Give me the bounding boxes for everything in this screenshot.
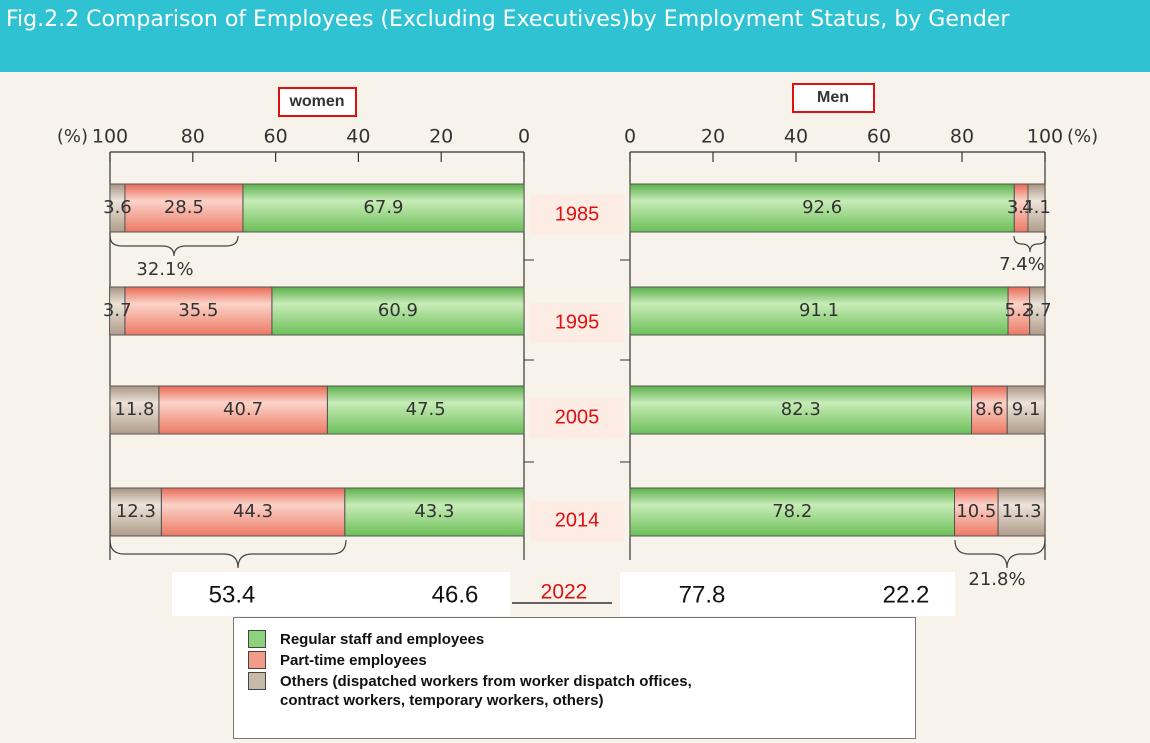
x-tick-label: 0 (624, 126, 636, 148)
x-tick-label: 40 (346, 126, 370, 148)
data-label: 3.7 (1023, 300, 1052, 321)
annotation: 32.1% (136, 259, 193, 280)
legend-swatch (248, 672, 266, 690)
bar-segment (109, 385, 160, 435)
bar-segment (124, 286, 273, 336)
row-box (172, 572, 510, 616)
legend-item: Part-time employees (248, 651, 915, 670)
label-box (792, 83, 875, 113)
panel-label: women (288, 93, 344, 110)
bar-segment (997, 487, 1046, 537)
extra-row-value: 22.2 (883, 581, 930, 608)
annotation: 7.4% (999, 254, 1045, 275)
bar-segment (1027, 183, 1046, 233)
bar-segment (954, 487, 999, 537)
legend-text: Regular staff and employees (280, 631, 485, 648)
data-label: 28.5 (164, 197, 204, 218)
data-label: 12.3 (116, 501, 156, 522)
axis-unit: (%) (57, 126, 88, 147)
data-label: 44.3 (233, 501, 273, 522)
bar-segment (1006, 385, 1046, 435)
data-label: 67.9 (363, 197, 403, 218)
panel-label: Men (817, 89, 849, 106)
year-box (530, 501, 624, 541)
x-tick-label: 20 (429, 126, 453, 148)
bar-segment (109, 286, 126, 336)
brace (109, 235, 239, 257)
data-label: 47.5 (406, 399, 446, 420)
x-tick-label: 20 (701, 126, 725, 148)
year-box (530, 195, 624, 235)
bar-segment (242, 183, 525, 233)
x-tick-label: 100 (1027, 126, 1063, 148)
year-box (530, 303, 624, 343)
year-box (530, 398, 624, 438)
x-tick-label: 100 (92, 126, 128, 148)
bar-segment (124, 183, 244, 233)
data-label: 5.2 (1005, 300, 1034, 321)
legend-item: Regular staff and employees (248, 630, 915, 649)
data-label: 3.7 (103, 300, 132, 321)
brace (954, 539, 1046, 569)
extra-row-value: 53.4 (209, 581, 256, 608)
data-label: 43.3 (414, 501, 454, 522)
header (0, 0, 1150, 72)
axis-unit: (%) (1067, 126, 1098, 147)
bar-segment (326, 385, 525, 435)
x-tick-label: 60 (264, 126, 288, 148)
bar-segment (629, 487, 956, 537)
title: Fig.2.2 Comparison of Employees (Excludi… (6, 7, 1010, 32)
x-tick-label: 80 (950, 126, 974, 148)
legend-item: Others (dispatched workers from worker d… (248, 672, 915, 710)
category-label: 1985 (555, 203, 600, 225)
data-label: 11.3 (1002, 501, 1042, 522)
annotation: 21.8% (968, 569, 1025, 590)
legend-swatch (248, 651, 266, 669)
data-label: 4.1 (1022, 197, 1051, 218)
data-label: 92.6 (802, 197, 842, 218)
bar-segment (158, 385, 328, 435)
brace (1013, 235, 1047, 253)
x-tick-label: 60 (867, 126, 891, 148)
data-label: 8.6 (975, 399, 1004, 420)
data-label: 91.1 (799, 300, 839, 321)
data-label: 78.2 (772, 501, 812, 522)
legend-text: Others (dispatched workers from worker d… (280, 673, 692, 709)
extra-row-value: 77.8 (679, 581, 726, 608)
extra-row-label: 2022 (541, 581, 588, 604)
bar-segment (629, 385, 973, 435)
bar-segment (109, 183, 126, 233)
legend: Regular staff and employees Part-time emp… (233, 617, 916, 739)
legend-swatch (248, 630, 266, 648)
bar-segment (344, 487, 525, 537)
data-label: 35.5 (178, 300, 218, 321)
bar-segment (109, 487, 162, 537)
data-label: 82.3 (781, 399, 821, 420)
data-label: 60.9 (378, 300, 418, 321)
bar-segment (1029, 286, 1046, 336)
data-label: 9.1 (1012, 399, 1041, 420)
bar-segment (160, 487, 346, 537)
extra-row-value: 46.6 (432, 581, 479, 608)
label-box (278, 87, 357, 117)
data-label: 40.7 (223, 399, 263, 420)
legend-text: Part-time employees (280, 652, 427, 669)
data-label: 11.8 (114, 399, 154, 420)
category-label: 2005 (555, 406, 600, 428)
brace (109, 539, 347, 569)
x-tick-label: 40 (784, 126, 808, 148)
category-label: 2014 (555, 509, 600, 531)
bar-segment (271, 286, 525, 336)
data-label: 10.5 (956, 501, 996, 522)
x-tick-label: 80 (181, 126, 205, 148)
category-label: 1995 (555, 311, 600, 333)
data-label: 3.6 (103, 197, 132, 218)
bar-segment (629, 183, 1015, 233)
row-box (620, 572, 955, 616)
x-tick-label: 0 (518, 126, 530, 148)
